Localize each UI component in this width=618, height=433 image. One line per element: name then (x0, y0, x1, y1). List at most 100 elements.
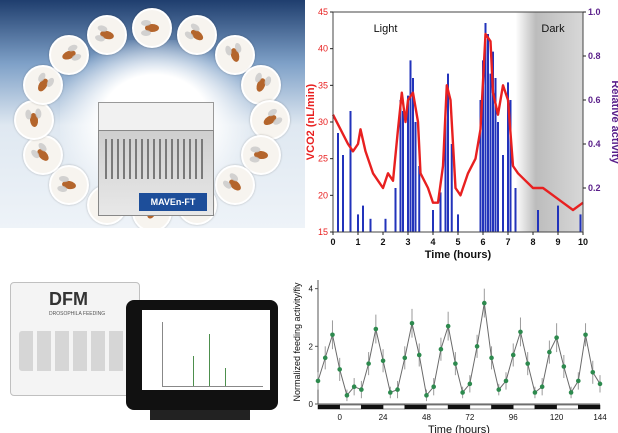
feeding-point (474, 344, 480, 349)
dark-period-band (515, 12, 583, 232)
fly-icon (99, 29, 115, 41)
x-tick-label: 5 (455, 237, 460, 247)
fly-icon (254, 76, 268, 93)
feeding-point (561, 364, 567, 369)
fly-icon (60, 48, 77, 62)
fly-icon (35, 76, 51, 93)
x-tick-label: 72 (465, 413, 474, 422)
feeding-point (431, 384, 436, 389)
feeding-point (453, 361, 458, 366)
feeding-point (460, 390, 465, 395)
fly-icon (227, 177, 244, 193)
y-right-tick-label: 0.8 (588, 51, 601, 61)
fly-tile-11 (48, 165, 89, 206)
feeding-point (424, 393, 429, 398)
feeding-point (467, 381, 473, 387)
y-left-tick-label: 15 (318, 227, 328, 237)
light-dark-bar (382, 404, 406, 410)
y-axis-label: Normalized feeding activity/fly (292, 282, 302, 402)
fly-icon (253, 150, 269, 160)
tablet-plot-bar (209, 334, 210, 386)
feeding-point (366, 361, 371, 366)
feeding-point (489, 355, 494, 361)
x-axis-label: Time (hours) (425, 249, 492, 261)
light-dark-bar (556, 404, 579, 410)
x-tick-label: 144 (593, 413, 607, 422)
feeding-point (568, 390, 574, 395)
fly-tile-5 (250, 100, 290, 140)
feeding-point (416, 352, 422, 358)
y-tick-label: 2 (309, 342, 314, 351)
feeding-point (482, 300, 487, 306)
y-right-tick-label: 0.4 (588, 139, 601, 149)
tablet-stand (150, 410, 250, 420)
x-tick-label: 7 (505, 237, 510, 247)
x-axis-label: Time (hours) (428, 424, 490, 433)
feeding-point (539, 384, 545, 389)
feeding-point (518, 329, 523, 335)
x-tick-label: 24 (379, 413, 388, 422)
light-dark-bar (426, 404, 449, 410)
x-tick-label: 48 (422, 413, 431, 422)
feeding-point (344, 393, 350, 398)
y-left-tick-label: 20 (318, 190, 328, 200)
x-tick-label: 4 (430, 237, 435, 247)
x-tick-label: 9 (555, 237, 560, 247)
fly-icon (229, 47, 242, 63)
feeding-point (388, 390, 393, 395)
x-tick-label: 2 (380, 237, 385, 247)
tablet-plot (162, 322, 263, 387)
x-tick-label: 96 (509, 413, 518, 422)
vco2-line (331, 32, 584, 212)
feeding-point (438, 346, 444, 352)
feeding-point (322, 355, 328, 361)
feeding-point (359, 387, 364, 392)
tablet-plot-bar (225, 368, 226, 386)
y-right-axis-label: Relative activity (609, 80, 618, 164)
fly-tile-1 (132, 8, 172, 48)
tablet (126, 300, 278, 410)
y-left-tick-label: 25 (318, 154, 328, 164)
fly-icon (35, 147, 51, 164)
light-dark-bar (534, 404, 557, 410)
feeding-point (525, 361, 530, 366)
feeding-point (503, 378, 509, 384)
feeding-point (351, 384, 357, 389)
feeding-point (597, 381, 603, 387)
light-dark-bar (317, 404, 340, 410)
feeding-point (315, 378, 321, 384)
feeding-point (409, 320, 415, 326)
dfm-subtitle: DROSOPHILA FEEDING (49, 311, 106, 317)
fly-tile-4 (241, 64, 282, 105)
device-label: MAVEn-FT (139, 193, 207, 211)
x-tick-label: 6 (480, 237, 485, 247)
y-right-tick-label: 0.6 (588, 95, 601, 105)
maven-photo: MAVEn-FT (0, 0, 305, 228)
feeding-point (532, 390, 538, 395)
device-body: MAVEn-FT (98, 130, 214, 216)
fly-icon (261, 112, 279, 128)
y-left-tick-label: 45 (318, 7, 328, 17)
fly-tile-13 (14, 100, 54, 140)
y-left-tick-label: 35 (318, 80, 328, 90)
x-tick-label: 1 (355, 237, 360, 247)
tablet-plot-bar (193, 356, 194, 386)
vco2-chart: 0 1 2 3 4 5 6 7 8 9 10152025303540450.20.40.60.81.… (306, 7, 618, 261)
y-left-tick-label: 40 (318, 44, 328, 54)
feeding-point (330, 332, 335, 338)
dfm-wells (19, 331, 129, 371)
feeding-point (395, 387, 400, 392)
fly-tile-12 (22, 135, 63, 176)
light-dark-bar (339, 404, 362, 410)
device-tubes (105, 139, 205, 179)
feeding-point (337, 367, 342, 372)
dfm-logo: DFM (49, 289, 88, 309)
light-annotation: Light (374, 23, 398, 35)
light-dark-bar (491, 404, 514, 410)
light-dark-bar (512, 404, 536, 410)
fly-tile-7 (215, 165, 256, 206)
x-tick-label: 10 (578, 237, 588, 247)
light-dark-bar (578, 404, 601, 410)
feeding-point (402, 355, 408, 361)
